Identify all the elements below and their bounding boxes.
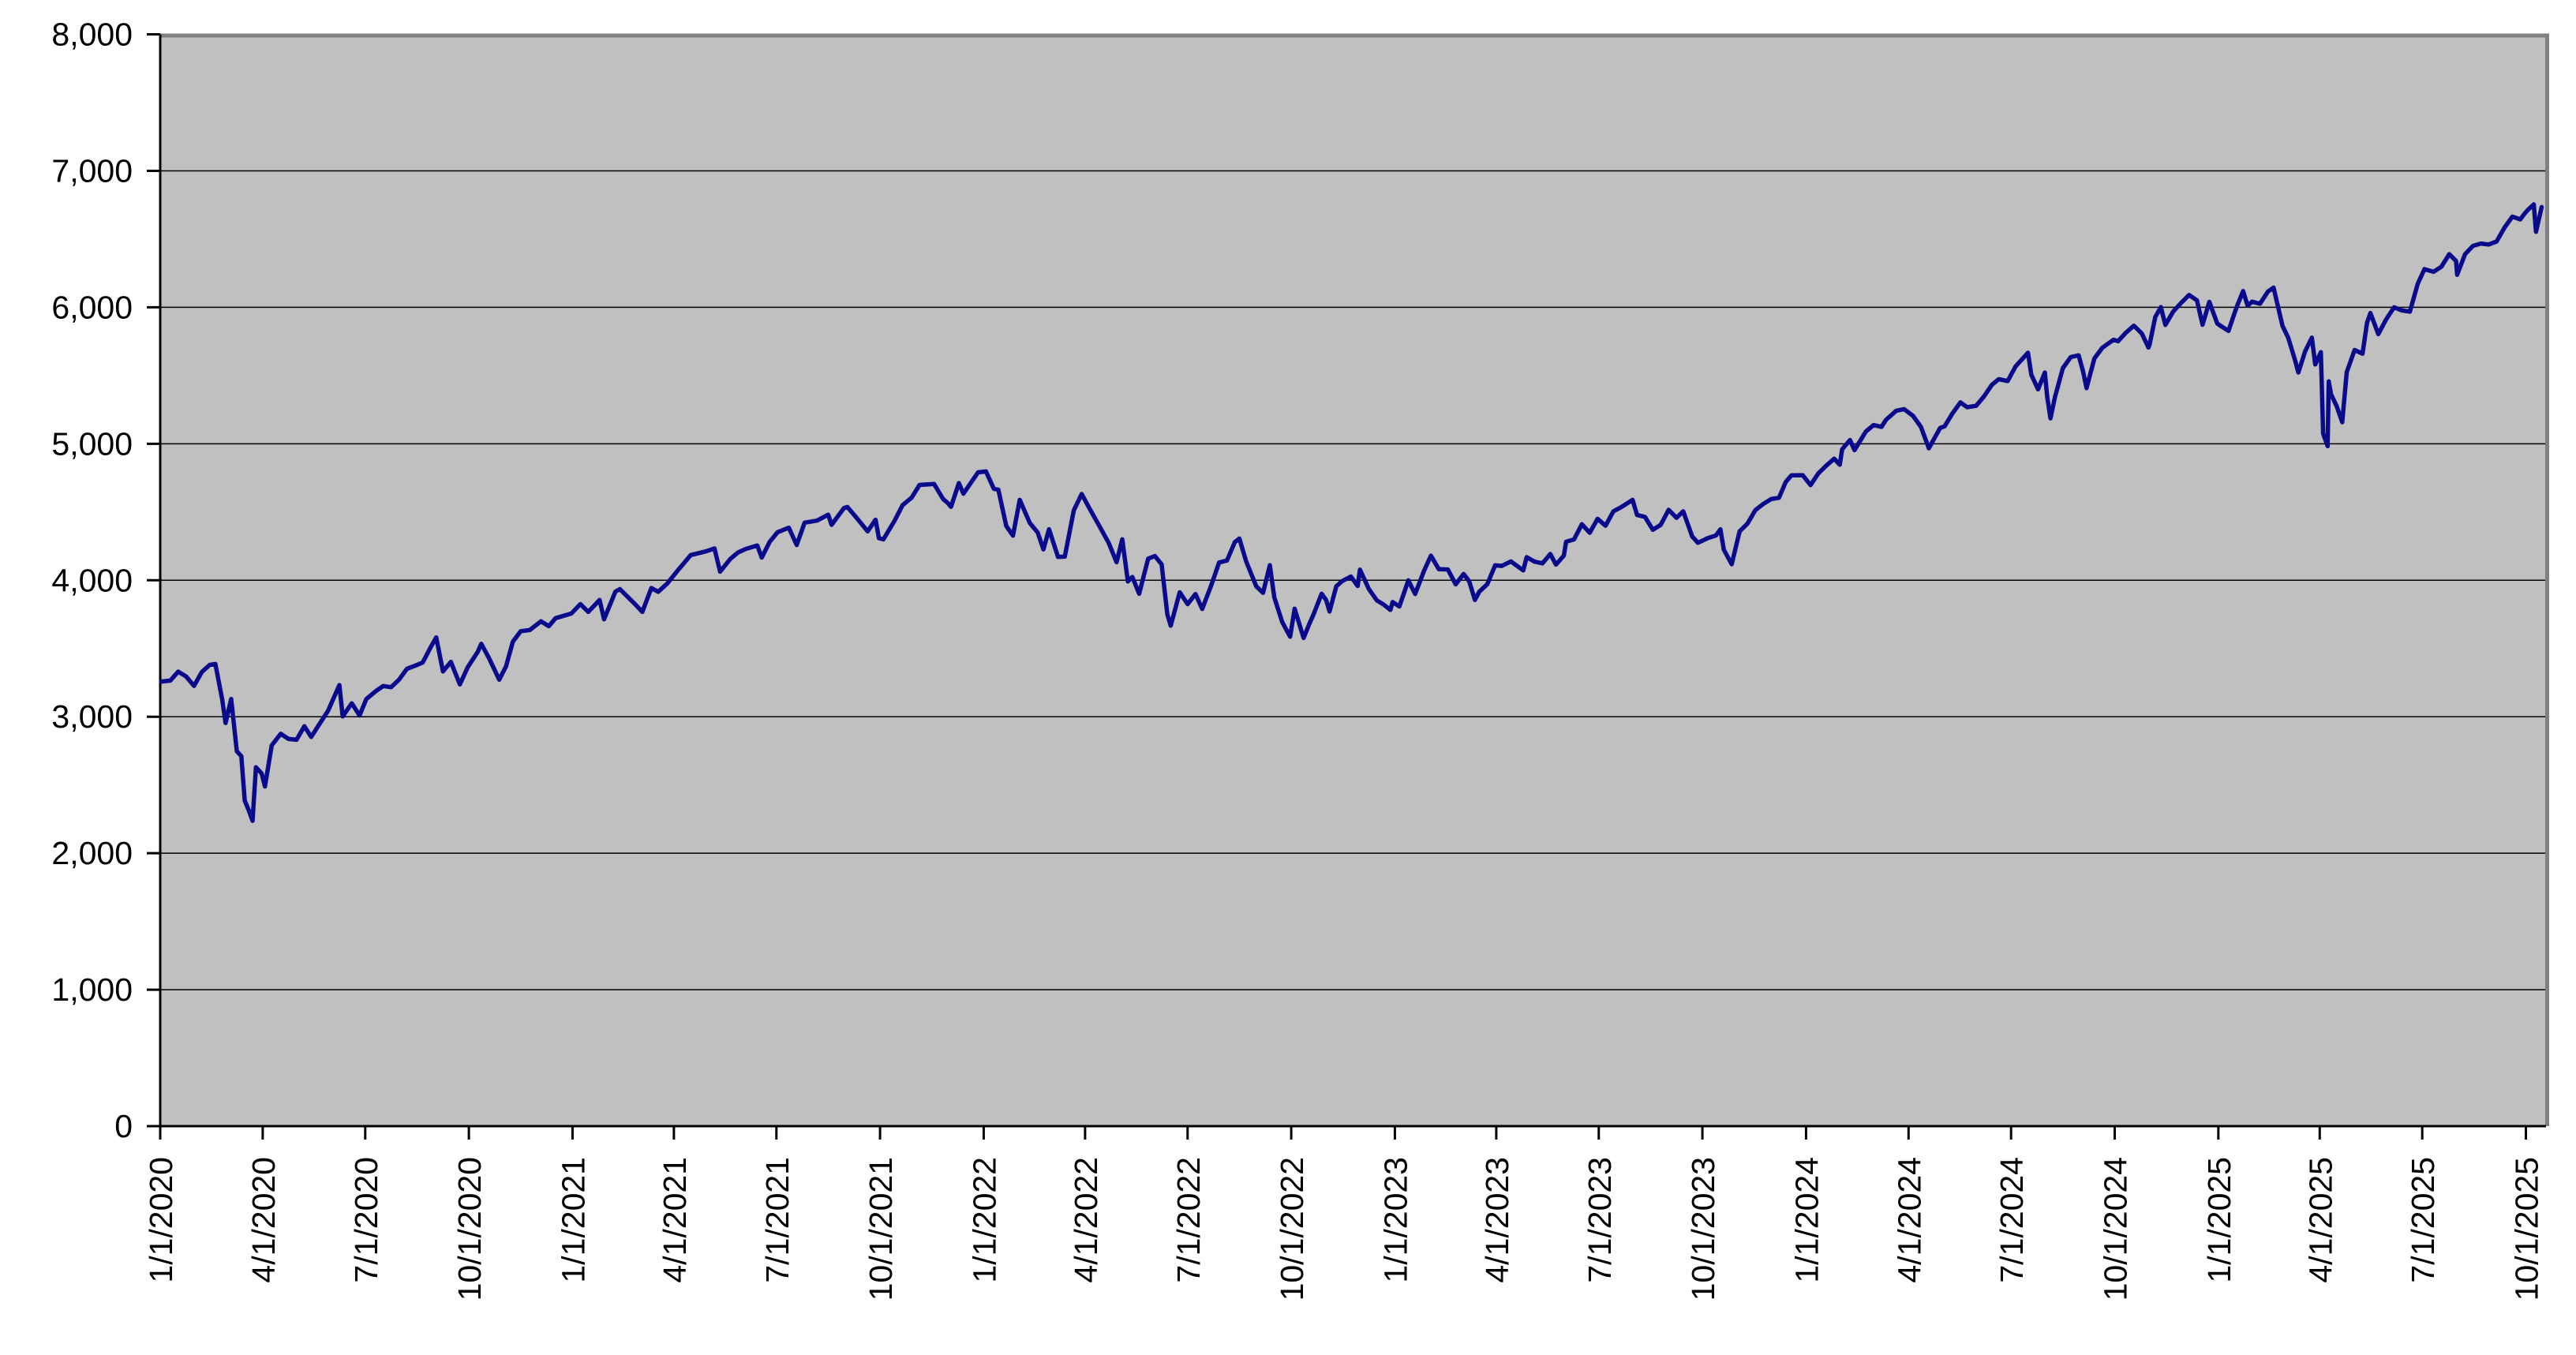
x-axis-label: 7/1/2022 [1170, 1157, 1207, 1283]
y-axis-label: 5,000 [51, 425, 133, 462]
x-axis-label: 4/1/2020 [245, 1157, 282, 1283]
x-axis-label: 1/1/2022 [966, 1157, 1002, 1283]
y-axis-label: 3,000 [51, 698, 133, 735]
y-axis-label: 6,000 [51, 289, 133, 325]
x-axis-label: 10/1/2025 [2508, 1157, 2544, 1301]
y-axis-label: 8,000 [51, 17, 133, 53]
x-axis-label: 4/1/2025 [2302, 1157, 2338, 1283]
x-axis-label: 10/1/2024 [2098, 1157, 2134, 1301]
x-axis-label: 7/1/2025 [2405, 1157, 2441, 1283]
y-axis-label: 1,000 [51, 971, 133, 1008]
x-axis-label: 4/1/2024 [1891, 1157, 1927, 1283]
x-axis-label: 7/1/2020 [348, 1157, 384, 1283]
x-axis-label: 1/1/2024 [1788, 1157, 1825, 1283]
y-axis-label: 7,000 [51, 152, 133, 189]
x-axis-label: 1/1/2021 [555, 1157, 591, 1283]
x-axis-label: 1/1/2025 [2201, 1157, 2237, 1283]
y-axis-label: 0 [114, 1108, 133, 1144]
x-axis-label: 10/1/2021 [863, 1157, 899, 1301]
x-axis-label: 10/1/2022 [1274, 1157, 1310, 1301]
x-axis-label: 1/1/2020 [143, 1157, 179, 1283]
x-axis-label: 7/1/2023 [1582, 1157, 1618, 1283]
x-axis-label: 7/1/2021 [759, 1157, 796, 1283]
x-axis-label: 4/1/2023 [1479, 1157, 1515, 1283]
x-axis-label: 10/1/2023 [1685, 1157, 1721, 1301]
y-axis-label: 4,000 [51, 562, 133, 598]
y-axis-label: 2,000 [51, 835, 133, 871]
x-axis-label: 4/1/2022 [1068, 1157, 1104, 1283]
x-axis-label: 4/1/2021 [657, 1157, 693, 1283]
x-axis-label: 10/1/2020 [451, 1157, 488, 1301]
x-axis-label: 7/1/2024 [1994, 1157, 2030, 1283]
x-axis-label: 1/1/2023 [1377, 1157, 1413, 1283]
price-line [159, 202, 2544, 823]
